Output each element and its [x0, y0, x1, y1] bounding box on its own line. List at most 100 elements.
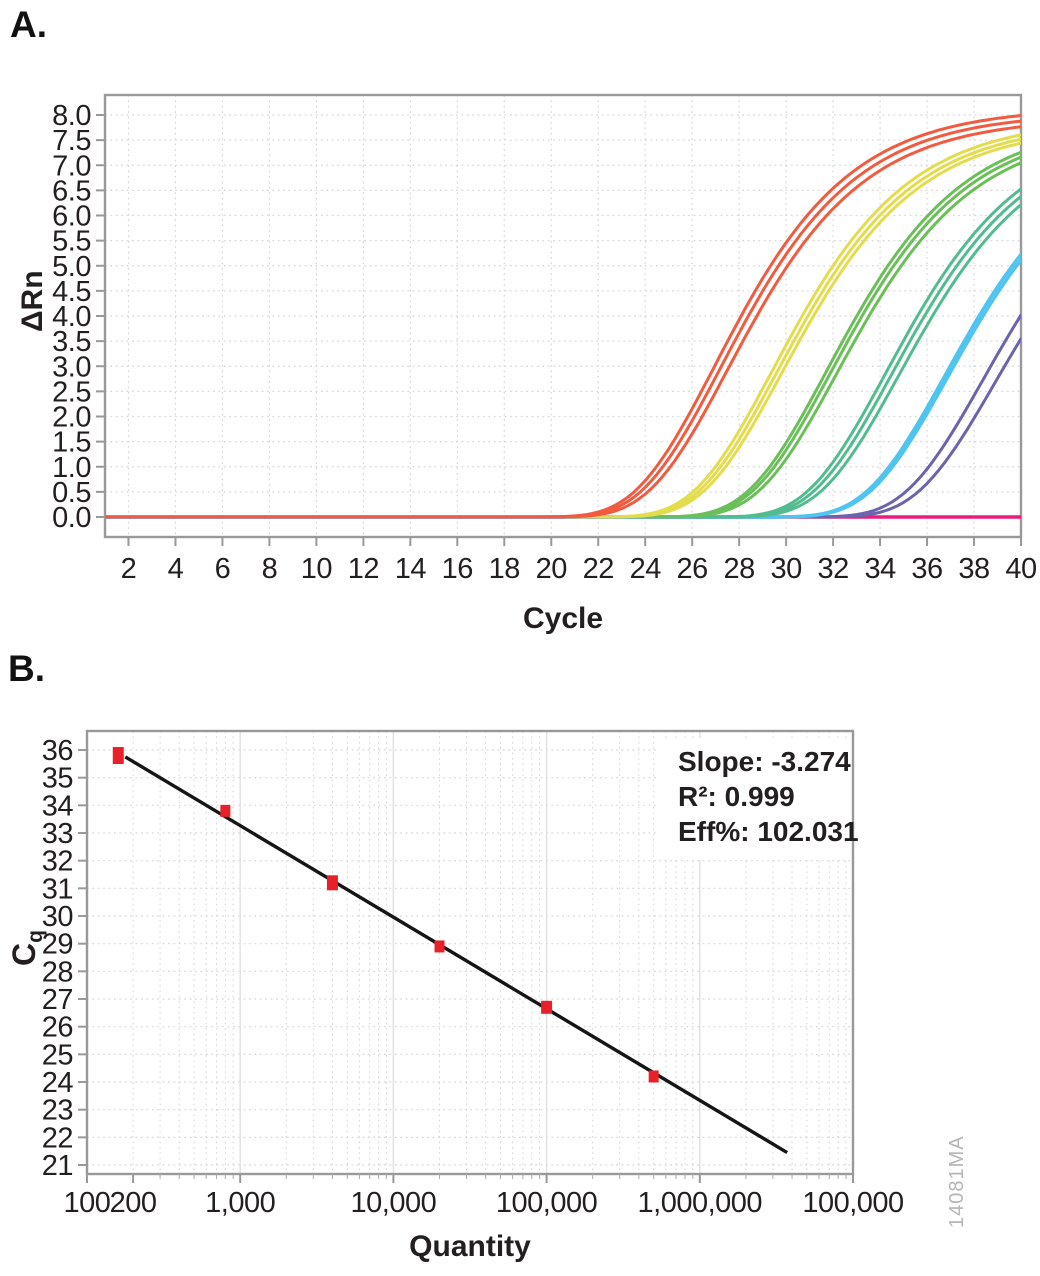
svg-text:22: 22 — [42, 1122, 73, 1154]
svg-text:34: 34 — [864, 553, 896, 585]
data-point-marker — [434, 940, 445, 953]
svg-text:20: 20 — [536, 553, 567, 585]
svg-text:0.5: 0.5 — [52, 477, 91, 509]
svg-text:6: 6 — [215, 553, 231, 585]
svg-text:3.0: 3.0 — [52, 351, 91, 383]
svg-text:5.5: 5.5 — [52, 226, 91, 258]
panel-b-label: B. — [8, 648, 45, 689]
svg-text:33: 33 — [42, 818, 73, 850]
amplification-y-axis-title: ΔRn — [16, 270, 49, 332]
svg-text:30: 30 — [770, 553, 801, 585]
amplification-tick-labels: 8.07.57.06.56.05.55.04.54.03.53.02.52.01… — [52, 100, 1037, 585]
svg-text:2: 2 — [121, 553, 137, 585]
curve-std-1-red — [105, 119, 1021, 519]
svg-text:29: 29 — [42, 929, 73, 961]
svg-text:100,000: 100,000 — [496, 1187, 597, 1219]
data-point-marker — [648, 1070, 659, 1083]
curve-std-1-red — [105, 125, 1021, 519]
svg-text:21: 21 — [42, 1150, 73, 1182]
svg-text:3.5: 3.5 — [52, 326, 91, 358]
svg-text:4.5: 4.5 — [52, 276, 91, 308]
cq-label-main: C — [6, 942, 42, 966]
figure-id-watermark: 14081MA — [946, 1135, 968, 1228]
svg-text:28: 28 — [42, 956, 73, 988]
svg-text:32: 32 — [42, 846, 73, 878]
svg-text:14: 14 — [395, 553, 427, 585]
svg-text:7.5: 7.5 — [52, 125, 91, 157]
stat-efficiency: Eff%: 102.031 — [678, 816, 859, 847]
svg-text:6.0: 6.0 — [52, 201, 91, 233]
standard-curve-x-axis-title: Quantity — [409, 1230, 531, 1263]
svg-text:8: 8 — [262, 553, 278, 585]
curve-std-3-green — [105, 150, 1021, 519]
svg-text:34: 34 — [42, 790, 74, 822]
svg-text:16: 16 — [442, 553, 473, 585]
data-point-marker — [326, 875, 338, 891]
svg-text:0.0: 0.0 — [52, 502, 91, 534]
stat-r2: R²: 0.999 — [678, 781, 795, 812]
standard-curve-points — [112, 747, 659, 1083]
svg-text:4: 4 — [168, 553, 184, 585]
svg-text:200: 200 — [110, 1187, 157, 1219]
svg-text:6.5: 6.5 — [52, 175, 91, 207]
svg-text:24: 24 — [630, 553, 662, 585]
standard-curve-plot-border — [85, 729, 855, 1176]
curve-std-6-purple — [105, 337, 1021, 519]
cq-label-sub: q — [24, 930, 47, 943]
svg-text:2.5: 2.5 — [52, 376, 91, 408]
svg-text:7.0: 7.0 — [52, 150, 91, 182]
trendline — [124, 755, 788, 1155]
svg-text:26: 26 — [677, 553, 708, 585]
svg-text:4.0: 4.0 — [52, 301, 91, 333]
curve-std-2-yellow — [105, 137, 1021, 519]
svg-text:31: 31 — [42, 873, 73, 905]
svg-text:100,000: 100,000 — [802, 1187, 903, 1219]
svg-text:40: 40 — [1005, 553, 1036, 585]
svg-text:2.0: 2.0 — [52, 402, 91, 434]
curve-std-4-seagreen — [105, 187, 1021, 519]
stat-slope: Slope: -3.274 — [678, 746, 851, 777]
standard-curve-axis-ticks — [78, 749, 854, 1183]
svg-text:1,000,000: 1,000,000 — [638, 1187, 763, 1219]
curve-std-2-yellow — [105, 133, 1021, 519]
data-point-marker — [112, 747, 124, 765]
svg-text:8.0: 8.0 — [52, 100, 91, 132]
svg-text:35: 35 — [42, 763, 73, 795]
curve-std-2-yellow — [105, 141, 1021, 519]
amplification-x-axis-title: Cycle — [522, 602, 604, 635]
data-point-marker — [220, 804, 231, 817]
standard-curve-y-axis-title: Cq — [6, 930, 48, 966]
svg-text:1,000: 1,000 — [205, 1187, 275, 1219]
svg-text:32: 32 — [817, 553, 848, 585]
svg-text:36: 36 — [42, 735, 73, 767]
svg-text:36: 36 — [911, 553, 942, 585]
svg-text:24: 24 — [42, 1067, 74, 1099]
amplification-axis-ticks — [96, 114, 1022, 546]
svg-text:30: 30 — [42, 901, 73, 933]
amplification-plot: 8.07.57.06.56.05.55.04.54.03.53.02.52.01… — [52, 93, 1037, 585]
stats-text-block: Slope: -3.274 R²: 0.999 Eff%: 102.031 — [678, 744, 859, 849]
curve-std-4-seagreen — [105, 194, 1021, 519]
svg-text:25: 25 — [42, 1039, 73, 1071]
standard-curve-grid — [87, 731, 853, 1174]
panel-a-label: A. — [10, 4, 47, 45]
svg-text:26: 26 — [42, 1012, 73, 1044]
svg-text:1.0: 1.0 — [52, 452, 91, 484]
stats-background-box — [658, 738, 851, 860]
svg-text:100: 100 — [64, 1187, 111, 1219]
svg-text:18: 18 — [489, 553, 520, 585]
svg-text:12: 12 — [348, 553, 379, 585]
svg-text:23: 23 — [42, 1095, 73, 1127]
svg-text:5.0: 5.0 — [52, 251, 91, 283]
curve-std-4-seagreen — [105, 203, 1021, 519]
svg-text:10,000: 10,000 — [351, 1187, 437, 1219]
amplification-curves — [105, 114, 1021, 519]
svg-text:27: 27 — [42, 984, 73, 1016]
data-point-marker — [541, 1000, 553, 1014]
svg-text:28: 28 — [724, 553, 755, 585]
svg-text:1.5: 1.5 — [52, 427, 91, 459]
svg-text:22: 22 — [583, 553, 614, 585]
